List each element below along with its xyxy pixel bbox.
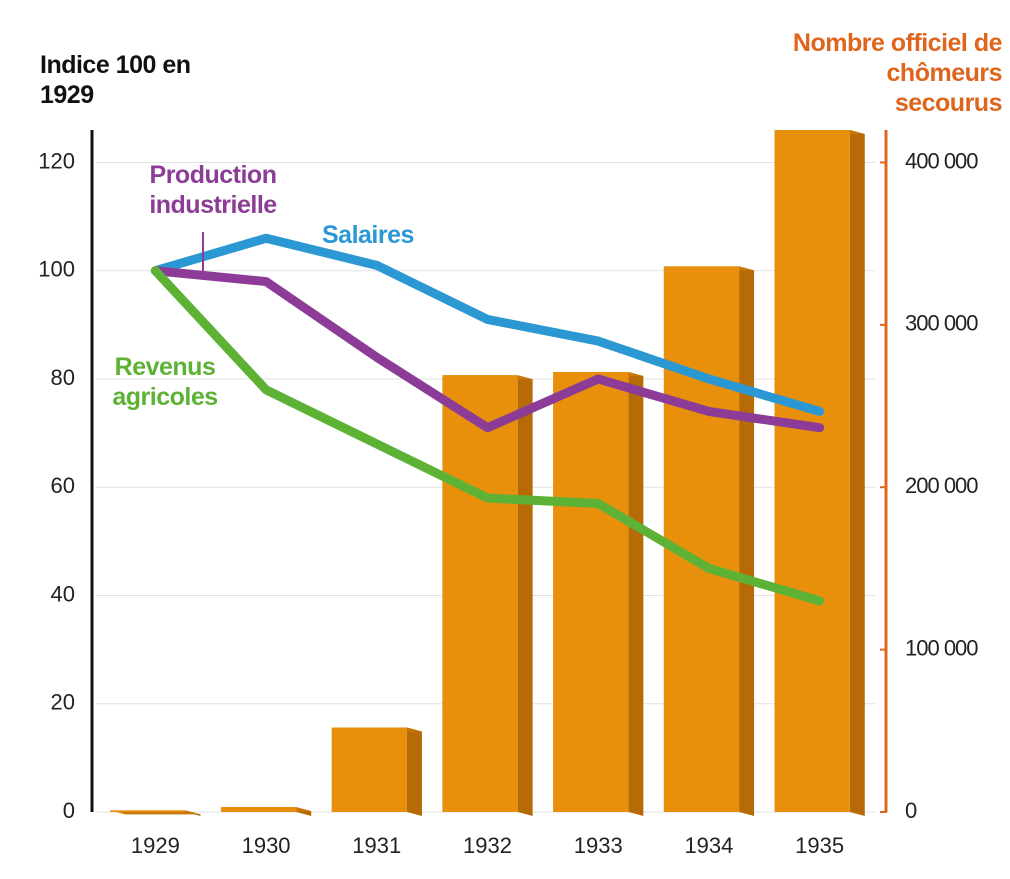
bar <box>774 130 850 812</box>
y2-tick-label: 400 000 <box>905 148 978 173</box>
y2-tick-label: 100 000 <box>905 635 978 660</box>
y-tick-label: 80 <box>51 365 75 390</box>
series-label: Production industrielle <box>149 161 277 219</box>
bar-side <box>849 130 865 816</box>
y-axis-title: Indice 100 en 1929 <box>40 51 191 109</box>
bar-side <box>406 727 422 816</box>
y-tick-label: 120 <box>38 148 75 173</box>
x-tick-label: 1929 <box>131 833 180 858</box>
line <box>150 233 825 416</box>
bar-side <box>628 371 644 816</box>
bar-side <box>517 375 533 816</box>
series-label: Salaires <box>322 221 414 249</box>
bar <box>442 375 518 812</box>
x-tick-label: 1931 <box>352 833 401 858</box>
line <box>150 266 825 433</box>
y2-axis-title: Nombre officiel de chômeurs secourus <box>792 29 1003 117</box>
y-tick-label: 100 <box>38 257 75 282</box>
x-tick-label: 1934 <box>684 833 733 858</box>
y2-tick-label: 0 <box>905 798 917 823</box>
x-tick-label: 1932 <box>463 833 512 858</box>
y-tick-label: 60 <box>51 473 75 498</box>
y-tick-label: 40 <box>51 581 75 606</box>
x-tick-label: 1930 <box>242 833 291 858</box>
series-label: Revenus agricoles <box>112 353 218 411</box>
y-tick-label: 20 <box>51 690 75 715</box>
line <box>150 266 825 606</box>
y2-tick-label: 300 000 <box>905 311 978 336</box>
y2-tick-label: 200 000 <box>905 473 978 498</box>
bar <box>553 371 629 812</box>
bar <box>331 727 407 812</box>
y-tick-label: 0 <box>63 798 75 823</box>
bar-side <box>739 266 755 816</box>
bar <box>663 266 740 812</box>
x-tick-label: 1933 <box>574 833 623 858</box>
x-tick-label: 1935 <box>795 833 844 858</box>
bar <box>110 810 186 812</box>
bar <box>220 807 297 812</box>
